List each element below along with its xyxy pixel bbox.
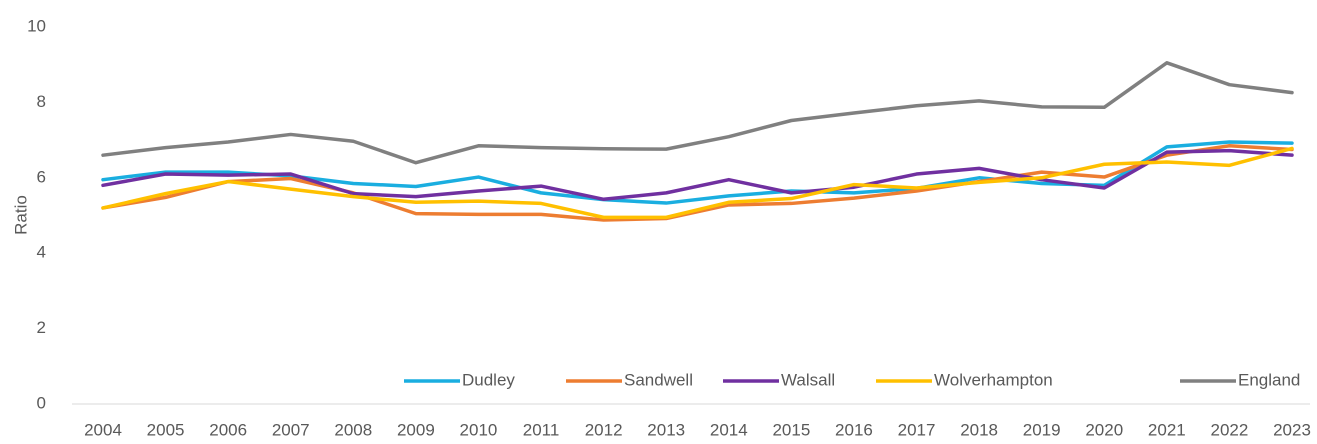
legend-label: Sandwell [624,370,693,389]
x-tick-label: 2019 [1023,420,1061,439]
y-tick-label: 10 [27,16,46,35]
x-tick-label: 2009 [397,420,435,439]
legend-label: England [1238,370,1300,389]
x-tick-label: 2021 [1148,420,1186,439]
x-tick-label: 2011 [523,420,560,439]
y-tick-label: 8 [37,92,46,111]
x-tick-label: 2012 [585,420,623,439]
x-tick-label: 2023 [1273,420,1311,439]
x-tick-label: 2013 [647,420,685,439]
y-axis-label: Ratio [11,195,30,235]
x-tick-label: 2020 [1085,420,1123,439]
legend-label: Walsall [781,370,835,389]
line-series [101,148,1294,202]
y-tick-label: 4 [37,243,46,262]
x-tick-label: 2010 [460,420,498,439]
legend-label: Wolverhampton [934,370,1053,389]
x-tick-label: 2006 [209,420,247,439]
x-tick-label: 2014 [710,420,748,439]
legend-label: Dudley [462,370,515,389]
x-tick-label: 2015 [772,420,810,439]
y-tick-label: 2 [37,318,46,337]
x-tick-label: 2004 [84,420,122,439]
x-tick-label: 2017 [898,420,936,439]
x-tick-label: 2008 [334,420,372,439]
x-tick-label: 2018 [960,420,998,439]
line-series [101,146,1294,220]
x-tick-label: 2022 [1211,420,1249,439]
line-series [101,144,1294,222]
x-tick-label: 2005 [147,420,185,439]
y-tick-label: 0 [37,393,46,412]
line-series [101,61,1294,165]
y-tick-label: 6 [37,167,46,186]
x-tick-label: 2007 [272,420,310,439]
x-tick-label: 2016 [835,420,873,439]
